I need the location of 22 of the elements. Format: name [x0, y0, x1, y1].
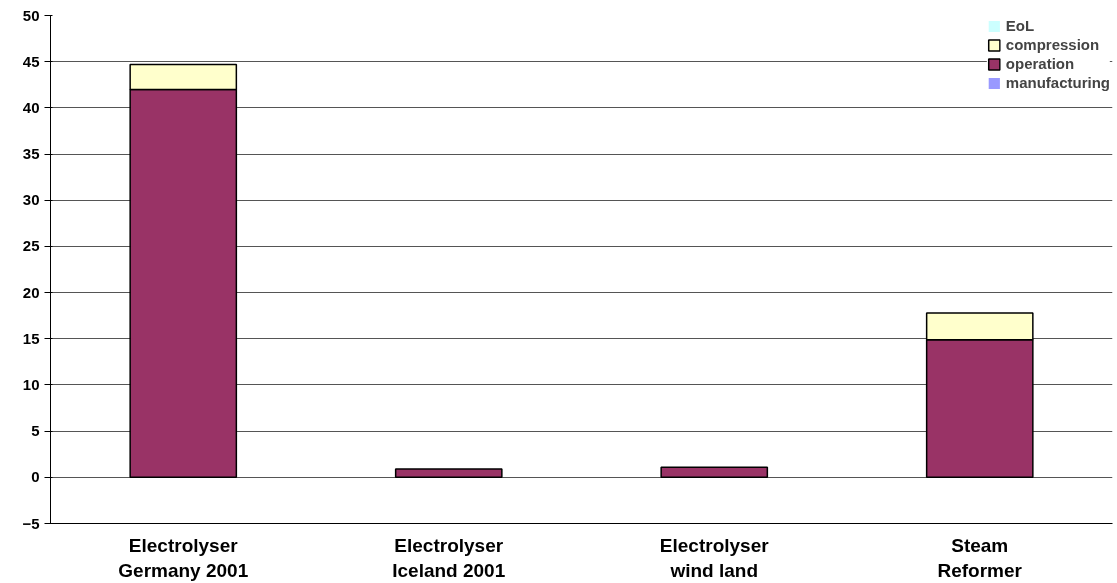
y-tick-label: 0: [31, 468, 40, 486]
x-tick-label: Steam Reformer: [937, 534, 1023, 581]
y-tick-label: 25: [22, 237, 40, 255]
y-tick-label: 35: [22, 145, 40, 163]
bar: [660, 466, 769, 479]
legend-label: manufacturing: [1005, 74, 1110, 91]
y-tick-label: 30: [22, 191, 40, 209]
y-tick-label: 20: [22, 283, 40, 301]
y-tick-label: 10: [22, 375, 40, 393]
y-tick-label: 15: [22, 329, 40, 347]
x-tick-label: Electrolyser Iceland 2001: [392, 534, 506, 581]
bar: [394, 468, 503, 479]
y-tick-label: 40: [22, 98, 40, 116]
x-tick-label: Electrolyser Germany 2001: [118, 534, 249, 581]
legend-label: compression: [1005, 36, 1100, 53]
legend-label: operation: [1005, 55, 1075, 72]
x-tick-label: Electrolyser wind land: [659, 534, 770, 581]
legend-label: EoL: [1005, 17, 1035, 34]
y-tick-label: −5: [22, 514, 40, 532]
y-tick-label: 50: [22, 6, 40, 24]
y-tick-label: 5: [31, 422, 40, 440]
y-tick-label: 45: [22, 52, 40, 70]
